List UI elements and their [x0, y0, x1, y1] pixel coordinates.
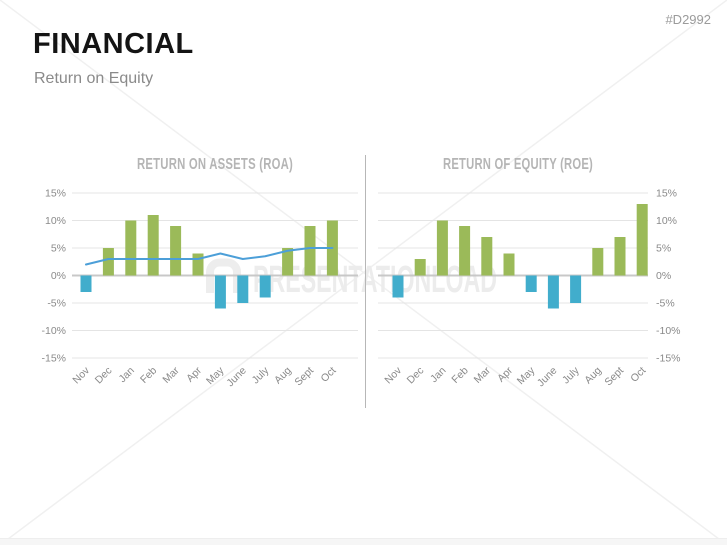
bar	[414, 259, 426, 276]
x-tick-label: Aug	[582, 365, 604, 387]
x-tick-label: Oct	[318, 365, 338, 385]
x-tick-label: Feb	[449, 365, 470, 386]
bar	[282, 248, 294, 276]
y-tick-label: 15%	[45, 188, 66, 200]
x-tick-label: July	[560, 364, 582, 386]
x-tick-label: Mar	[472, 364, 494, 386]
bar	[614, 237, 626, 276]
chart-canvas: RETURN OF EQUITY (ROE) 15% 10% 5% 0% -5% -10% -…	[378, 156, 681, 390]
bar	[304, 226, 316, 276]
x-tick-label: Nov	[70, 364, 92, 386]
chart-title: RETURN ON ASSETS (ROA)	[137, 156, 293, 173]
y-tick-label: -15%	[656, 353, 681, 365]
y-tick-label: 5%	[656, 243, 671, 255]
x-tick-label: Sept	[292, 365, 316, 389]
slide-header: FINANCIAL Return on Equity	[33, 28, 194, 88]
y-tick-label: -10%	[41, 325, 66, 337]
charts-divider	[365, 155, 366, 408]
slide-subtitle: Return on Equity	[34, 70, 154, 87]
x-tick-label: May	[204, 364, 227, 387]
x-tick-label: Nov	[382, 364, 404, 386]
x-tick-label: Sept	[602, 365, 626, 389]
x-tick-label: Mar	[160, 364, 182, 386]
chart-title: RETURN OF EQUITY (ROE)	[443, 156, 593, 173]
x-tick-label: Apr	[495, 364, 515, 384]
bar	[170, 226, 182, 276]
slide-bottom-strip	[0, 538, 727, 545]
y-tick-label: -10%	[656, 325, 681, 337]
x-tick-label: Feb	[138, 365, 159, 386]
bar	[102, 248, 114, 276]
x-tick-label: June	[224, 365, 249, 390]
bar	[214, 275, 226, 309]
y-tick-label: -5%	[656, 298, 675, 310]
x-tick-label: Apr	[184, 364, 204, 384]
chart-canvas: RETURN ON ASSETS (ROA) 15% 10% 5% 0% -5% -10% -…	[41, 156, 358, 390]
roe-chart: RETURN OF EQUITY (ROE) 15% 10% 5% 0% -5% -10% -…	[368, 145, 700, 442]
bar	[459, 226, 471, 276]
slide-title: FINANCIAL	[33, 28, 194, 60]
watermark-logo-icon	[206, 258, 241, 293]
y-tick-label: 0%	[656, 270, 671, 282]
x-tick-label: Dec	[93, 365, 115, 387]
x-tick-label: Jan	[116, 365, 137, 386]
y-tick-label: -15%	[41, 353, 66, 365]
bar	[125, 220, 137, 276]
bar	[636, 204, 648, 276]
bar	[259, 275, 271, 298]
x-tick-label: Oct	[628, 365, 648, 385]
bar	[192, 253, 204, 276]
bar	[392, 275, 404, 298]
bar	[436, 220, 448, 276]
y-tick-label: 15%	[656, 188, 677, 200]
bar	[525, 275, 537, 292]
bar	[237, 275, 249, 303]
bar	[481, 237, 493, 276]
bar	[503, 253, 515, 276]
y-tick-label: 5%	[51, 243, 66, 255]
x-tick-label: Dec	[405, 365, 427, 387]
bar	[570, 275, 582, 303]
roa-chart: RETURN ON ASSETS (ROA) 15% 10% 5% 0% -5% -10% -…	[30, 145, 365, 442]
y-tick-label: -5%	[47, 298, 66, 310]
bar	[547, 275, 559, 309]
trend-line	[85, 247, 334, 266]
x-tick-label: May	[515, 364, 538, 387]
y-tick-label: 0%	[51, 270, 66, 282]
x-tick-label: Aug	[272, 365, 294, 387]
x-tick-label: June	[535, 365, 560, 390]
bar	[80, 275, 92, 292]
y-tick-label: 10%	[656, 215, 677, 227]
watermark-text: PRESENTATIONLOAD	[253, 259, 497, 301]
bar	[147, 215, 159, 276]
x-tick-label: Jan	[428, 365, 449, 386]
y-tick-label: 10%	[45, 215, 66, 227]
bar	[592, 248, 604, 276]
product-code: #D2992	[665, 12, 711, 27]
x-tick-label: July	[250, 364, 272, 386]
